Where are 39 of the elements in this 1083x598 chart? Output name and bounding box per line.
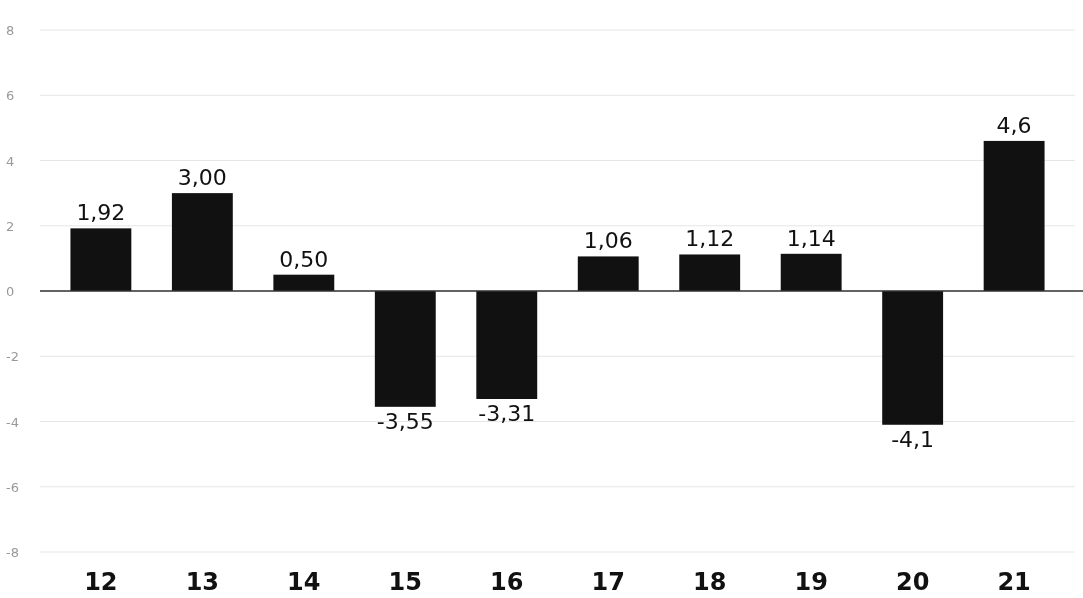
bar [780, 253, 842, 291]
x-tick-label: 20 [895, 568, 930, 596]
x-tick-label: 18 [693, 568, 727, 596]
y-tick-label: 4 [6, 153, 15, 169]
data-label: 4,6 [996, 112, 1032, 138]
x-tick-label: 12 [84, 568, 118, 596]
y-tick-label: -4 [6, 414, 19, 430]
bar [476, 291, 538, 399]
bar [679, 254, 741, 291]
bar [273, 274, 335, 291]
bar [171, 193, 233, 291]
bar [882, 291, 944, 425]
y-tick-label: 0 [6, 284, 15, 299]
y-tick-label: 6 [6, 88, 15, 104]
bar [577, 256, 639, 291]
y-tick-label: -6 [6, 479, 19, 495]
data-label: 3,00 [177, 165, 227, 191]
bar [983, 140, 1045, 291]
x-tick-label: 13 [185, 568, 220, 596]
y-tick-label: 2 [6, 218, 15, 234]
y-tick-label: -2 [6, 349, 19, 365]
data-label: 0,50 [279, 246, 329, 272]
y-tick-label: -8 [6, 545, 19, 560]
data-label: 1,14 [786, 225, 836, 251]
x-tick-label: 16 [490, 568, 524, 596]
x-tick-label: 14 [287, 568, 321, 596]
data-label: -3,31 [478, 400, 536, 426]
bar [374, 291, 436, 407]
data-label: -4,1 [891, 426, 935, 452]
x-tick-label: 19 [794, 568, 828, 596]
x-tick-label: 15 [388, 568, 422, 596]
data-label: -3,55 [376, 408, 434, 434]
x-tick-label: 21 [997, 568, 1031, 596]
x-tick-label: 17 [591, 568, 625, 596]
bar [70, 228, 132, 291]
y-tick-label: 8 [6, 23, 15, 38]
data-label: 1,12 [685, 226, 735, 252]
data-label: 1,06 [583, 228, 633, 254]
data-label: 1,92 [76, 200, 126, 226]
